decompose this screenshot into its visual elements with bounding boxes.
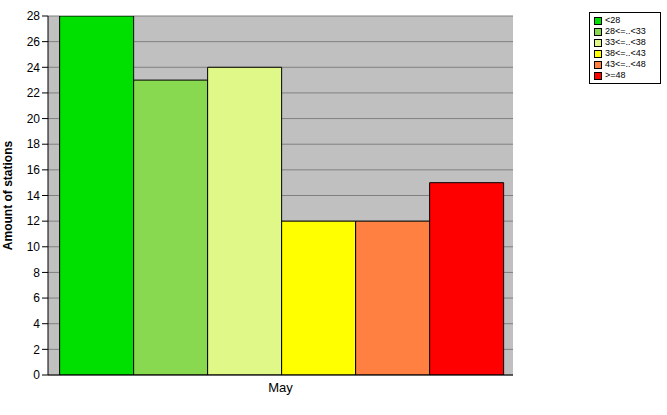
html-text:<28: <28	[605, 15, 621, 25]
html-text:38<=..<43: 38<=..<43	[605, 48, 646, 58]
svg-text:2: 2	[33, 343, 40, 357]
html-text:28<=..<33: 28<=..<33	[605, 26, 646, 36]
svg-text:22: 22	[27, 86, 41, 100]
svg-text:26: 26	[27, 35, 41, 49]
svg-text:16: 16	[27, 163, 41, 177]
svg-text:24: 24	[27, 61, 41, 75]
svg-text:4: 4	[33, 317, 40, 331]
html-text:>=48: >=48	[605, 70, 626, 80]
svg-text:6: 6	[33, 291, 40, 305]
svg-text:Amount of stations: Amount of stations	[8, 141, 15, 251]
svg-text:May: May	[268, 380, 293, 395]
svg-text:28: 28	[27, 9, 41, 23]
html-text:33<=..<38: 33<=..<38	[605, 37, 646, 47]
svg-text:10: 10	[27, 240, 41, 254]
svg-text:14: 14	[27, 189, 41, 203]
svg-text:0: 0	[33, 368, 40, 382]
svg-text:20: 20	[27, 112, 41, 126]
html-text:43<=..<48: 43<=..<48	[605, 59, 646, 69]
svg-text:18: 18	[27, 137, 41, 151]
svg-text:12: 12	[27, 214, 41, 228]
svg-text:8: 8	[33, 266, 40, 280]
